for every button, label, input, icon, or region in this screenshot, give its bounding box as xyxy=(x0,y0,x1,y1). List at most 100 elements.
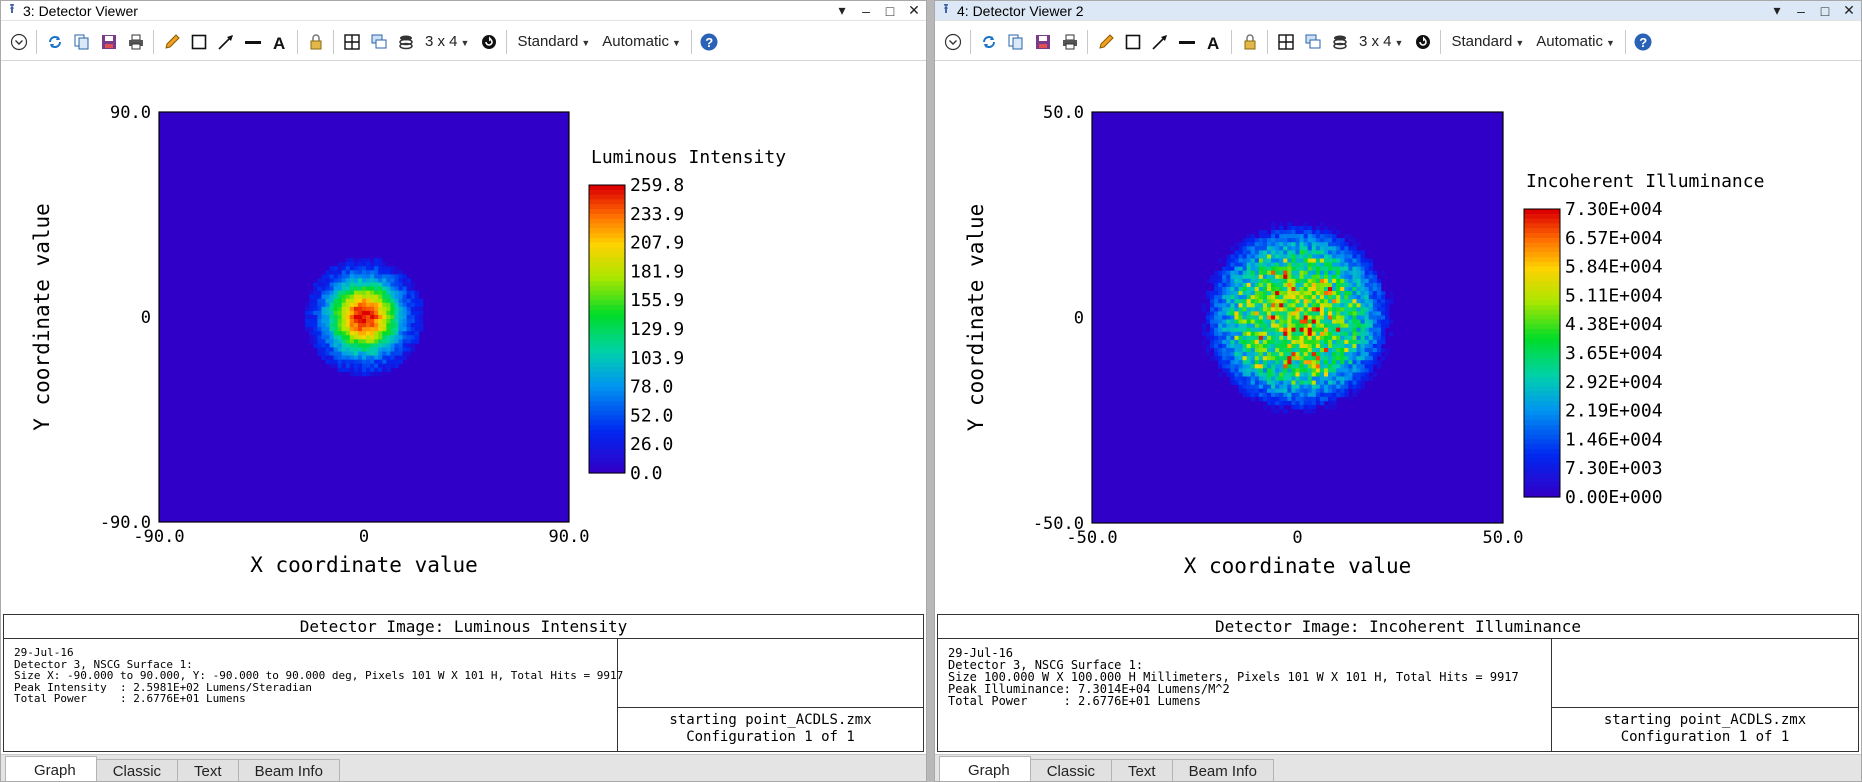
rectangle-icon[interactable] xyxy=(185,28,212,55)
tab-graph[interactable]: Graph xyxy=(939,756,1031,781)
heatmap-cell xyxy=(1303,286,1309,292)
heatmap-cell xyxy=(333,335,339,340)
pencil-icon[interactable] xyxy=(158,28,185,55)
layout-dropdown[interactable]: 3 x 4 ▼ xyxy=(419,33,475,50)
layers-icon[interactable] xyxy=(392,28,419,55)
panel-splitter[interactable] xyxy=(927,0,934,782)
heatmap-cell xyxy=(378,314,383,320)
print-icon[interactable] xyxy=(122,28,149,55)
save-icon[interactable] xyxy=(1029,28,1056,55)
maximize-icon[interactable]: □ xyxy=(1820,2,1830,19)
lock-icon[interactable] xyxy=(302,28,329,55)
heatmap-cell xyxy=(1323,331,1329,337)
settings-expand-icon[interactable] xyxy=(5,28,32,55)
heatmap-cell xyxy=(1291,250,1296,255)
heatmap-cell xyxy=(374,367,379,373)
help-icon[interactable]: ? xyxy=(1630,28,1657,55)
heatmap-cell xyxy=(1303,225,1309,231)
heatmap-cell xyxy=(1246,323,1252,329)
tab-classic[interactable]: Classic xyxy=(95,759,179,781)
tab-text[interactable]: Text xyxy=(1111,759,1173,781)
heatmap-cell xyxy=(349,266,355,271)
heatmap-cell xyxy=(1303,380,1309,386)
pin-icon[interactable]: ⭱ xyxy=(943,0,949,16)
arrow-line-icon[interactable] xyxy=(212,28,239,55)
heatmap-cell xyxy=(1332,319,1337,324)
windows-icon[interactable] xyxy=(365,28,392,55)
refresh-icon[interactable] xyxy=(975,28,1002,55)
heatmap-cell xyxy=(341,347,347,352)
heatmap-cell xyxy=(1299,364,1304,369)
text-tool-icon[interactable]: A xyxy=(266,28,293,55)
heatmap-cell xyxy=(1246,258,1252,263)
heatmap-cell xyxy=(1315,356,1321,361)
grid-layout-icon[interactable] xyxy=(338,28,365,55)
automatic-dropdown[interactable]: Automatic ▼ xyxy=(1530,33,1621,50)
heatmap-cell xyxy=(1319,266,1325,272)
heatmap-cell xyxy=(1246,372,1252,377)
heatmap-cell xyxy=(390,351,395,356)
tab-beam-info[interactable]: Beam Info xyxy=(237,759,340,781)
close-icon[interactable]: ✕ xyxy=(908,2,920,18)
heatmap-cell xyxy=(1384,299,1390,304)
heatmap-cell xyxy=(1323,348,1329,353)
heatmap-cell xyxy=(1360,356,1366,361)
arrow-line-icon[interactable] xyxy=(1146,28,1173,55)
minimize-icon[interactable]: – xyxy=(862,2,870,19)
line-icon[interactable] xyxy=(239,28,266,55)
save-icon[interactable] xyxy=(95,28,122,55)
rectangle-icon[interactable] xyxy=(1119,28,1146,55)
heatmap-cell xyxy=(1360,380,1366,386)
lock-icon[interactable] xyxy=(1236,28,1263,55)
minimize-icon[interactable]: – xyxy=(1797,2,1805,19)
standard-dropdown[interactable]: Standard ▼ xyxy=(511,33,596,50)
heatmap-cell xyxy=(1254,339,1260,345)
layout-dropdown[interactable]: 3 x 4 ▼ xyxy=(1353,33,1409,50)
tab-classic[interactable]: Classic xyxy=(1029,759,1113,781)
tab-text[interactable]: Text xyxy=(177,759,239,781)
line-icon[interactable] xyxy=(1173,28,1200,55)
heatmap-cell xyxy=(1262,303,1268,308)
windows-icon[interactable] xyxy=(1299,28,1326,55)
heatmap-cell xyxy=(382,359,387,365)
tab-graph[interactable]: Graph xyxy=(5,756,97,781)
heatmap-cell xyxy=(390,274,395,279)
rotate-icon[interactable] xyxy=(475,28,502,55)
heatmap-cell xyxy=(1234,291,1239,296)
text-tool-icon[interactable]: A xyxy=(1200,28,1227,55)
heatmap-cell xyxy=(1368,262,1374,268)
heatmap-cell xyxy=(325,314,330,320)
heatmap-cell xyxy=(398,355,403,361)
dropdown-arrow-icon[interactable]: ▾ xyxy=(1773,2,1781,18)
pin-icon[interactable]: ⭱ xyxy=(9,0,15,16)
layers-icon[interactable] xyxy=(1326,28,1353,55)
close-icon[interactable]: ✕ xyxy=(1843,2,1855,18)
heatmap-cell xyxy=(1234,331,1239,337)
heatmap-cell xyxy=(370,371,375,377)
maximize-icon[interactable]: □ xyxy=(885,2,895,19)
automatic-dropdown[interactable]: Automatic ▼ xyxy=(596,33,687,50)
heatmap-cell xyxy=(1291,392,1296,398)
heatmap-cell xyxy=(386,270,391,275)
tab-beam-info[interactable]: Beam Info xyxy=(1171,759,1274,781)
pencil-icon[interactable] xyxy=(1092,28,1119,55)
heatmap-cell xyxy=(1287,323,1292,329)
heatmap-cell xyxy=(1332,299,1337,304)
heatmap-cell xyxy=(1352,266,1357,272)
copy-icon[interactable] xyxy=(68,28,95,55)
heatmap-cell xyxy=(366,266,371,271)
heatmap-cell xyxy=(1323,364,1329,369)
heatmap-cell xyxy=(1307,376,1313,381)
heatmap-cell xyxy=(1266,242,1272,247)
copy-icon[interactable] xyxy=(1002,28,1029,55)
standard-dropdown[interactable]: Standard ▼ xyxy=(1445,33,1530,50)
settings-expand-icon[interactable] xyxy=(939,28,966,55)
print-icon[interactable] xyxy=(1056,28,1083,55)
heatmap-cell xyxy=(1307,348,1313,353)
dropdown-arrow-icon[interactable]: ▾ xyxy=(838,2,846,18)
heatmap-cell xyxy=(325,343,330,348)
help-icon[interactable]: ? xyxy=(696,28,723,55)
rotate-icon[interactable] xyxy=(1409,28,1436,55)
refresh-icon[interactable] xyxy=(41,28,68,55)
grid-layout-icon[interactable] xyxy=(1272,28,1299,55)
